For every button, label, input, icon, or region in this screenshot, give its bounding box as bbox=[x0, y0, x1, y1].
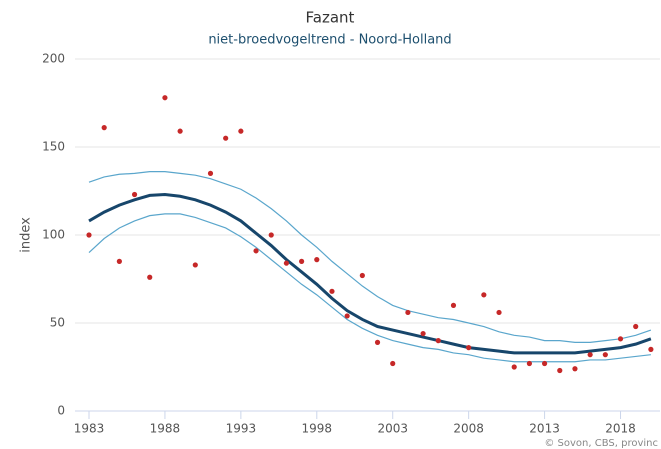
data-point bbox=[283, 260, 290, 266]
data-point bbox=[435, 338, 441, 344]
data-point bbox=[238, 128, 244, 134]
x-tick-label: 1983 bbox=[74, 422, 105, 436]
data-point bbox=[648, 346, 654, 352]
credit: © Sovon, CBS, provinc bbox=[544, 438, 658, 449]
data-point bbox=[101, 125, 107, 131]
data-point bbox=[223, 135, 229, 141]
x-tick-label: 1993 bbox=[226, 422, 257, 436]
y-axis-label: index bbox=[19, 217, 34, 253]
data-point bbox=[359, 272, 365, 279]
data-point bbox=[405, 309, 411, 316]
data-point bbox=[602, 352, 608, 358]
data-point bbox=[557, 367, 563, 374]
data-point bbox=[466, 345, 472, 351]
data-point bbox=[329, 288, 335, 294]
y-tick-label: 200 bbox=[42, 52, 65, 66]
data-point bbox=[162, 95, 168, 101]
data-point bbox=[587, 352, 593, 358]
y-tick-label: 150 bbox=[42, 140, 65, 154]
data-point bbox=[390, 360, 396, 367]
data-point bbox=[496, 309, 502, 316]
x-tick-label: 2013 bbox=[529, 422, 560, 436]
data-point bbox=[481, 292, 487, 298]
data-point bbox=[86, 232, 92, 238]
x-tick-label: 1998 bbox=[302, 422, 333, 436]
data-point bbox=[268, 232, 274, 238]
data-point bbox=[617, 336, 624, 342]
data-point bbox=[633, 323, 639, 330]
data-point bbox=[420, 330, 426, 337]
trend-line bbox=[88, 193, 652, 355]
chart-subtitle: niet-broedvogeltrend - Noord-Holland bbox=[208, 33, 451, 48]
data-point bbox=[177, 128, 183, 134]
x-tick-label: 1988 bbox=[150, 422, 181, 436]
data-point bbox=[147, 274, 153, 280]
data-point bbox=[344, 313, 350, 319]
data-point bbox=[541, 360, 548, 367]
x-tick-label: 2008 bbox=[453, 422, 484, 436]
data-point bbox=[526, 360, 532, 367]
y-tick-label: 50 bbox=[50, 316, 65, 330]
data-point bbox=[253, 248, 259, 254]
data-point bbox=[192, 262, 198, 268]
data-point bbox=[572, 366, 578, 372]
data-point bbox=[374, 339, 381, 345]
data-point bbox=[116, 258, 122, 264]
data-point bbox=[314, 257, 320, 263]
y-tick-label: 100 bbox=[42, 228, 65, 242]
data-point bbox=[207, 170, 214, 176]
chart-title: Fazant bbox=[306, 9, 355, 27]
x-tick-label: 2018 bbox=[605, 422, 636, 436]
y-tick-label: 0 bbox=[57, 404, 65, 418]
confidence-band bbox=[88, 213, 651, 363]
data-point bbox=[450, 302, 457, 308]
x-tick-label: 2003 bbox=[377, 422, 408, 436]
data-point bbox=[511, 364, 517, 370]
data-point bbox=[299, 258, 305, 264]
confidence-band bbox=[88, 171, 652, 343]
data-point bbox=[131, 191, 138, 198]
